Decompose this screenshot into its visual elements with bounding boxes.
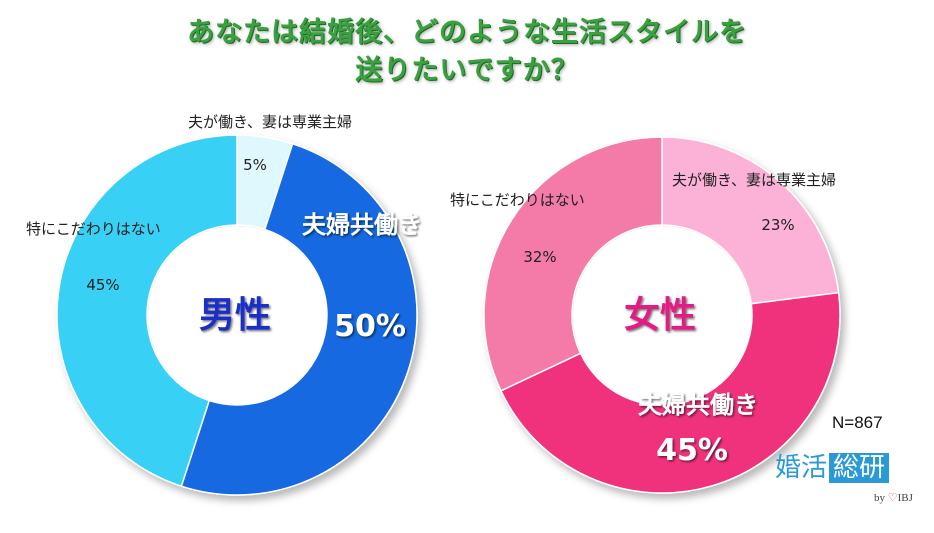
sample-size-label: N=867 — [832, 413, 883, 432]
value-label: 32% — [523, 248, 556, 266]
value-label: 45% — [656, 433, 728, 468]
center-label: 女性 — [624, 295, 696, 336]
value-label: 5% — [243, 156, 267, 174]
donut-chart-2: 女性 夫が働き、妻は専業主婦 23% 夫婦共働き 45% 特にこだわりはない 32% — [450, 136, 841, 494]
category-label: 特にこだわりはない — [26, 220, 161, 238]
category-label: 夫が働き、妻は専業主婦 — [672, 171, 836, 189]
donut-slice — [483, 136, 663, 392]
donut-slice — [661, 136, 840, 305]
category-label: 夫が働き、妻は専業主婦 — [188, 113, 352, 131]
center-label: 男性 — [199, 295, 271, 336]
chart-title: あなたは結婚後、どのような生活スタイルを 送りたいですか？ — [0, 14, 934, 90]
chart-title-line1: あなたは結婚後、どのような生活スタイルを — [187, 17, 747, 48]
chart-title-line2: 送りたいですか？ — [355, 55, 579, 86]
value-label: 45% — [86, 276, 119, 294]
logo-byline: by ♡IBJ — [874, 491, 913, 504]
logo-by-text: by — [874, 492, 885, 504]
logo-part1: 婚活 — [775, 453, 828, 483]
category-label: 夫婦共働き — [302, 211, 422, 239]
donut-slice — [499, 291, 841, 494]
value-label: 50% — [334, 309, 406, 344]
donut-hole — [573, 226, 751, 404]
donut-slice — [56, 134, 238, 488]
logo-brand: IBJ — [897, 492, 913, 504]
donut-hole — [148, 226, 326, 404]
donut-chart-1: 男性 夫が働き、妻は専業主婦 5% 夫婦共働き 50% 特にこだわりはない 45% — [26, 113, 422, 496]
category-label: 夫婦共働き — [638, 391, 758, 419]
category-label: 特にこだわりはない — [450, 191, 585, 209]
konkatsu-soken-logo: 婚活 総研 — [773, 450, 890, 486]
value-label: 23% — [761, 216, 794, 234]
logo-part2: 総研 — [829, 453, 890, 483]
donut-slice — [180, 142, 418, 496]
heart-icon: ♡ — [887, 492, 898, 504]
